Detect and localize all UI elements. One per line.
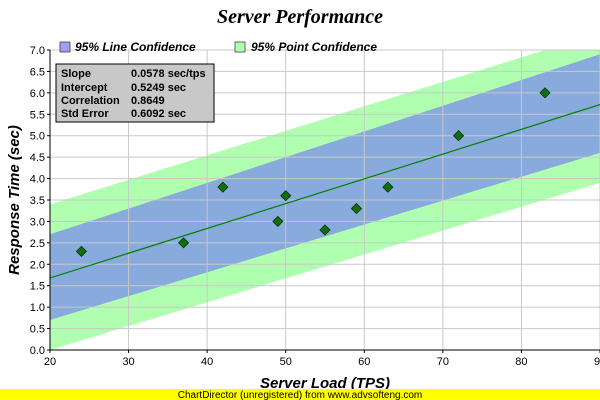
x-tick-label: 70: [437, 356, 449, 368]
x-tick-label: 40: [201, 356, 213, 368]
stat-value-std-error: 0.6092 sec: [131, 108, 186, 120]
y-tick-label: 7.0: [30, 45, 45, 57]
y-tick-label: 6.5: [30, 66, 45, 78]
data-point: [350, 203, 362, 215]
x-tick-label: 60: [358, 356, 370, 368]
x-tick-label: 30: [122, 356, 134, 368]
x-axis-title: Server Load (TPS): [260, 375, 390, 392]
x-tick-label: 9: [594, 356, 600, 368]
y-axis-title: Response Time (sec): [6, 125, 23, 275]
y-tick-label: 6.0: [30, 88, 45, 100]
stat-label-intercept: Intercept: [61, 82, 108, 94]
stat-label-correlation: Correlation: [61, 95, 120, 107]
y-tick-label: 4.5: [30, 152, 45, 164]
data-point: [319, 224, 331, 236]
y-tick-label: 0.5: [30, 324, 45, 336]
legend-swatch-line-confidence: [59, 41, 71, 53]
y-tick-label: 3.5: [30, 195, 45, 207]
data-point: [272, 215, 284, 227]
line-confidence-band: [50, 54, 600, 321]
y-tick-label: 0.0: [30, 345, 45, 357]
trend-line: [50, 103, 600, 279]
y-tick-label: 2.0: [30, 259, 45, 271]
x-tick-label: 20: [44, 356, 56, 368]
y-tick-label: 2.5: [30, 238, 45, 250]
data-point: [280, 190, 292, 202]
stat-label-std-error: Std Error: [61, 108, 109, 120]
legend: 95% Line Confidence 95% Point Confidence: [59, 40, 377, 54]
stats-box-background: [55, 63, 215, 123]
y-tick-labels: 0.0 0.5 1.0 1.5 2.0 2.5 3.0 3.5 4.0 4.5 5.0 5.5 6.0 6…: [30, 45, 50, 357]
stat-value-slope: 0.0578 sec/tps: [131, 68, 206, 80]
stat-value-correlation: 0.8649: [131, 95, 165, 107]
y-tick-label: 5.5: [30, 109, 45, 121]
y-tick-label: 3.0: [30, 216, 45, 228]
legend-swatch-point-confidence: [234, 41, 246, 53]
x-tick-label: 80: [515, 356, 527, 368]
regression-stats-box: Slope 0.0578 sec/tps Intercept 0.5249 se…: [55, 63, 215, 123]
legend-label-point-confidence: 95% Point Confidence: [251, 40, 377, 54]
data-points: [75, 87, 551, 257]
x-tick-labels: 20 30 40 50 60 70 80 9: [44, 350, 600, 368]
data-point: [178, 237, 190, 249]
footer-text: ChartDirector (unregistered) from www.ad…: [178, 390, 423, 400]
y-tick-label: 1.5: [30, 281, 45, 293]
data-point: [382, 181, 394, 193]
footer-banner: [0, 389, 600, 400]
legend-label-line-confidence: 95% Line Confidence: [75, 40, 196, 54]
stat-value-intercept: 0.5249 sec: [131, 82, 186, 94]
chart-title: Server Performance: [217, 6, 383, 28]
data-point: [453, 130, 465, 142]
data-point: [75, 245, 87, 257]
data-point: [539, 87, 551, 99]
x-tick-label: 50: [280, 356, 292, 368]
y-tick-label: 4.0: [30, 174, 45, 186]
y-tick-label: 5.0: [30, 131, 45, 143]
y-tick-label: 1.0: [30, 302, 45, 314]
trend-line-group: [50, 103, 600, 279]
stat-label-slope: Slope: [61, 68, 91, 80]
data-point: [217, 181, 229, 193]
